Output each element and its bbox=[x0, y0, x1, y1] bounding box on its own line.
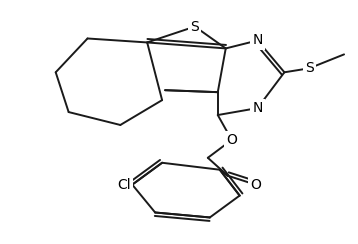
Text: O: O bbox=[226, 133, 237, 147]
Text: S: S bbox=[305, 61, 314, 75]
Text: N: N bbox=[252, 33, 263, 48]
Text: O: O bbox=[250, 178, 261, 192]
Text: S: S bbox=[190, 20, 199, 33]
Text: Cl: Cl bbox=[117, 178, 131, 192]
Text: N: N bbox=[252, 101, 263, 115]
